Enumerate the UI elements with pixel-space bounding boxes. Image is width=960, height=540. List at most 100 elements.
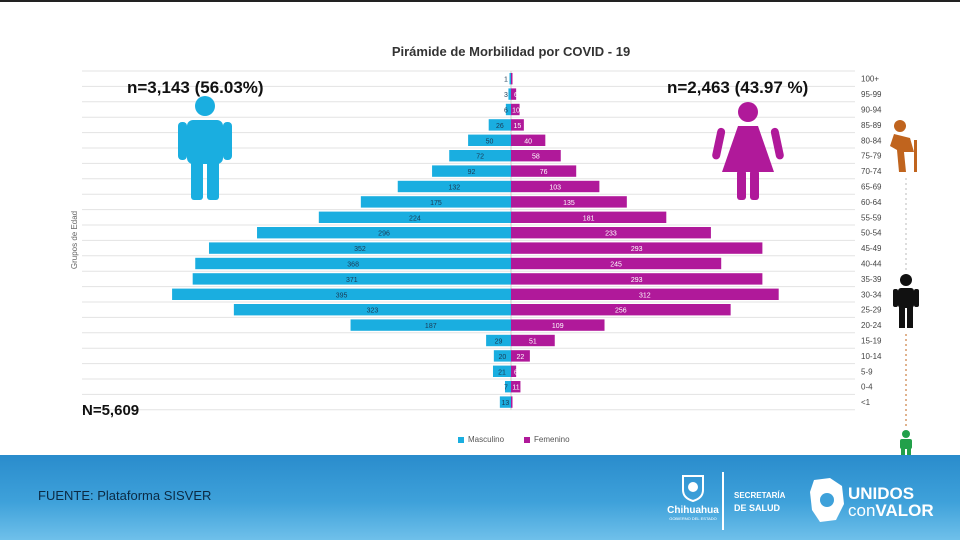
unidos-line1: UNIDOS bbox=[848, 484, 915, 503]
bar-femenino bbox=[511, 396, 513, 408]
bar-masculino bbox=[499, 396, 511, 408]
bar-masculino bbox=[488, 119, 511, 131]
data-label-femenino: 103 bbox=[549, 185, 561, 192]
bar-femenino bbox=[511, 196, 627, 208]
data-label-masculino: 187 bbox=[425, 323, 437, 330]
unidos-logo: UNIDOS conVALOR bbox=[848, 485, 934, 519]
bar-femenino bbox=[511, 211, 667, 223]
secretaria-logo: SECRETARÍA DE SALUD bbox=[734, 490, 785, 514]
age-tick-label: 85-89 bbox=[861, 121, 882, 130]
adult-icon bbox=[893, 274, 919, 328]
age-tick-label: 15-19 bbox=[861, 337, 882, 346]
data-label-femenino: 15 bbox=[514, 123, 522, 130]
bar-masculino bbox=[508, 88, 511, 100]
data-label-femenino: 135 bbox=[563, 200, 575, 207]
chihuahua-logo: Chihuahua GOBIERNO DEL ESTADO bbox=[664, 474, 722, 521]
legend-swatch bbox=[458, 436, 464, 443]
age-tick-label: 95-99 bbox=[861, 90, 882, 99]
data-label-masculino: 371 bbox=[346, 277, 358, 284]
data-label-masculino: 368 bbox=[347, 262, 359, 269]
data-label-masculino: 21 bbox=[498, 369, 506, 376]
bar-masculino bbox=[397, 180, 511, 193]
data-label-masculino: 92 bbox=[468, 169, 476, 176]
secretaria-line2: DE SALUD bbox=[734, 503, 781, 513]
data-label-masculino: 352 bbox=[354, 246, 366, 253]
male-figure-icon bbox=[178, 96, 232, 200]
bar-masculino bbox=[257, 227, 511, 239]
age-tick-label: 25-29 bbox=[861, 306, 882, 315]
state-map-icon bbox=[810, 478, 844, 522]
data-label-femenino: 40 bbox=[524, 138, 532, 145]
chart-title: Pirámide de Morbilidad por COVID - 19 bbox=[391, 44, 631, 59]
data-label-femenino: 109 bbox=[552, 323, 564, 330]
bar-femenino bbox=[511, 119, 524, 131]
bar-femenino bbox=[511, 150, 561, 162]
bar-femenino bbox=[511, 134, 546, 146]
data-label-femenino: 293 bbox=[631, 246, 643, 253]
age-tick-label: 30-34 bbox=[861, 290, 882, 299]
data-label-masculino: 3 bbox=[504, 92, 508, 99]
elderly-icon bbox=[890, 120, 917, 172]
data-label-femenino: 1 bbox=[514, 77, 518, 84]
data-label-masculino: 296 bbox=[378, 231, 390, 238]
bar-masculino bbox=[493, 350, 511, 362]
age-tick-label: <1 bbox=[861, 398, 871, 407]
data-label-masculino: 7 bbox=[504, 385, 508, 392]
data-label-masculino: 6 bbox=[504, 108, 508, 115]
data-label-masculino: 132 bbox=[449, 185, 461, 192]
data-label-masculino: 323 bbox=[367, 308, 379, 315]
top-border bbox=[0, 0, 960, 2]
bar-femenino bbox=[511, 242, 763, 254]
bar-masculino bbox=[492, 365, 511, 377]
bar-femenino bbox=[511, 165, 577, 177]
data-label-masculino: 72 bbox=[476, 154, 484, 161]
bar-masculino bbox=[504, 381, 511, 393]
data-label-masculino: 175 bbox=[430, 200, 442, 207]
child-icon bbox=[900, 430, 912, 458]
age-tick-label: 35-39 bbox=[861, 275, 882, 284]
bar-masculino bbox=[505, 103, 511, 116]
logo-divider bbox=[722, 472, 724, 530]
age-tick-label: 45-49 bbox=[861, 244, 882, 253]
data-label-femenino: 10 bbox=[512, 108, 520, 115]
data-label-femenino: 181 bbox=[583, 215, 595, 222]
age-tick-label: 80-84 bbox=[861, 136, 882, 145]
age-tick-label: 40-44 bbox=[861, 260, 882, 269]
data-label-masculino: 20 bbox=[499, 354, 507, 361]
age-tick-label: 65-69 bbox=[861, 183, 882, 192]
bar-femenino bbox=[511, 334, 555, 347]
female-figure-icon bbox=[712, 102, 784, 200]
logo-text: Chihuahua bbox=[667, 505, 719, 516]
bar-masculino bbox=[172, 288, 511, 300]
age-tick-label: 55-59 bbox=[861, 213, 882, 222]
data-label-femenino: 293 bbox=[631, 277, 643, 284]
bar-femenino bbox=[511, 304, 731, 316]
bar-femenino bbox=[511, 365, 517, 377]
total-count: N=5,609 bbox=[82, 402, 140, 419]
bar-masculino bbox=[350, 319, 511, 331]
age-tick-label: 5-9 bbox=[861, 367, 873, 376]
age-tick-label: 10-14 bbox=[861, 352, 882, 361]
male-count: n=3,143 (56.03%) bbox=[127, 78, 264, 97]
bar-femenino bbox=[511, 227, 711, 239]
data-label-femenino: 1 bbox=[514, 400, 518, 407]
data-label-femenino: 256 bbox=[615, 308, 627, 315]
data-label-masculino: 224 bbox=[409, 215, 421, 222]
data-label-masculino: 1 bbox=[504, 77, 508, 84]
bar-masculino bbox=[468, 134, 511, 146]
legend-label: Masculino bbox=[468, 435, 505, 444]
source-text: FUENTE: Plataforma SISVER bbox=[38, 488, 212, 503]
age-tick-label: 90-94 bbox=[861, 106, 882, 115]
bar-masculino bbox=[449, 150, 511, 162]
bar-femenino bbox=[511, 73, 513, 85]
bar-femenino bbox=[511, 273, 763, 285]
bar-femenino bbox=[511, 350, 530, 362]
data-label-femenino: 233 bbox=[605, 231, 617, 238]
bar-masculino bbox=[208, 242, 511, 254]
logo-subtext: GOBIERNO DEL ESTADO bbox=[669, 516, 717, 521]
data-label-masculino: 50 bbox=[486, 138, 494, 145]
bar-femenino bbox=[511, 319, 605, 331]
bar-masculino bbox=[509, 73, 511, 85]
age-tick-label: 60-64 bbox=[861, 198, 882, 207]
